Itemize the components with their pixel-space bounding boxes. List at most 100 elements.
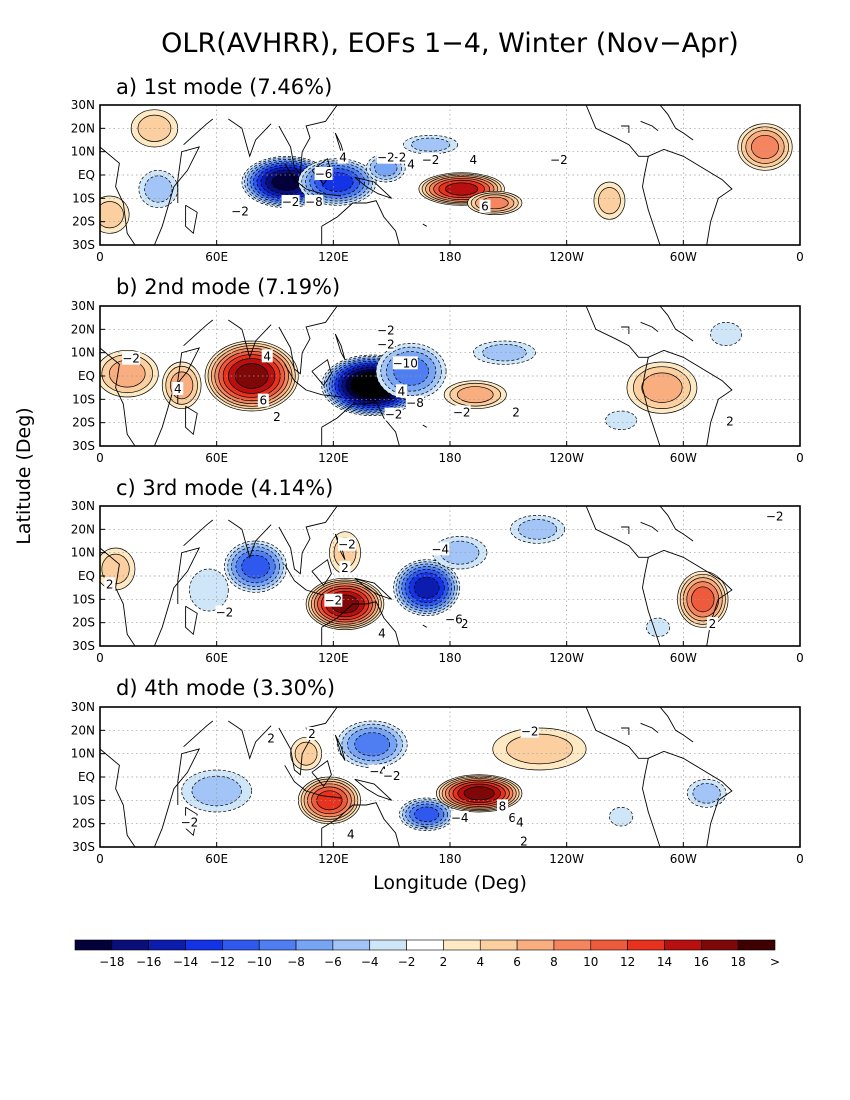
panel-d-title: d) 4th mode (3.30%) [116,676,335,700]
panel-a-contour-label: −2 [231,204,249,218]
panel-c-ytick-label: 30N [71,499,95,513]
panel-a-xtick-label: 0 [96,250,104,264]
panel-c-xtick-label: 0 [96,651,104,665]
panel-c-xtick-label: 120E [318,651,349,665]
panel-c-contour-label: −2 [324,594,342,608]
panel-a-xtick-label: 0 [796,250,804,264]
panel-a-contour-label-bg [231,204,249,218]
panel-b-xtick-label: 0 [796,451,804,465]
panel-b-xtick-label: 60W [670,451,697,465]
panel-d-grid [100,707,800,847]
panel-a-contour-label: −8 [305,195,323,209]
panel-b-coastline [321,401,400,446]
panel-c-contour-1-5 [241,554,270,579]
panel-a-contour-label-bg [376,150,395,164]
colorbar-label: −16 [136,955,161,969]
panel-a-contour-label-bg [304,195,323,208]
colorbar-swatch [111,939,149,951]
panel-a-coastline [228,118,272,158]
panel-d-contour-label-bg [497,799,508,813]
panel-a-coastline [648,148,733,245]
panel-d-contour-1-2 [191,775,242,807]
colorbar-label: 8 [550,955,558,969]
panel-b-contour-label: −10 [393,356,418,370]
colorbar-swatch [664,939,702,951]
colorbar-swatch [627,939,665,951]
panel-b-contour-label: 4 [398,384,406,398]
panel-d-ytick-label: 20S [72,817,95,831]
panel-c-ytick-label: 20S [72,616,95,630]
panel-b-xtick-label: 120E [318,451,349,465]
panel-d-contour-label: 8 [499,799,507,813]
panel-a-coastline [354,176,393,199]
colorbar-swatch [590,939,628,951]
panel-d-contour-label-bg [518,834,530,848]
panel-c-coastline [153,547,201,646]
panel-b-xtick-label: 180 [439,451,462,465]
panel-d-contour-label-bg [520,724,539,738]
panel-a-ytick-label: EQ [78,168,95,182]
panel-a-contour-label: −2 [550,153,568,167]
panel-b-contour-label: −2 [385,408,403,422]
panel-c-contour-label: −2 [338,538,356,552]
panel-d-coastline [334,734,346,761]
panel-d-coastline [284,765,307,792]
panel-a-coastline [305,188,342,197]
colorbar-label: 14 [657,955,672,969]
panel-d-ytick-label: 30S [72,840,95,854]
panel-d-coastline [354,778,393,801]
panel-d-coastline [640,722,659,734]
panel-b-contour-label: −8 [406,396,424,410]
panel-b-coastline [284,364,307,391]
panel-d-contour-label-bg [306,727,318,740]
panel-b-contour-label-bg [510,405,522,419]
panel-a-contour-label-bg [479,199,491,213]
panel-b-title: b) 2nd mode (7.19%) [116,275,340,299]
panel-a-contour-label-bg [281,195,300,208]
colorbar-swatch [701,939,739,951]
panel-b-contour-label: 2 [273,410,281,424]
panel-a-contour-label: −6 [315,167,333,181]
panel-c-coastline [353,487,372,501]
panel-a-coastline [183,118,214,146]
panel-d-ticks: 0 60E 120E 180 120W 60W 0 30N 20N 10N EQ 10S 20S 30S [71,700,804,866]
panel-a-coastline [353,86,372,100]
panel-b-xtick-label: 0 [96,451,104,465]
panel-c-coastline [311,558,332,587]
panel-a-contour-label: −2 [377,151,395,165]
panel-b-contour-label-bg [122,351,141,365]
panel-a-contour-label-bg [337,150,349,164]
panel-a: a) 1st mode (7.46%) 4 −2−6−2−2 −8−2 46−2−24… [71,75,804,264]
panel-b-coast [100,306,733,446]
panel-c-grid [100,506,800,646]
colorbar-swatch [185,939,223,951]
panel-a-coastline [321,200,400,245]
colorbar-label: −10 [247,955,272,969]
panel-a-coastline [659,105,694,141]
colorbar-label: −6 [324,955,342,969]
panel-d-contour-label: 6 [508,811,516,825]
panel-d-labels: 2 2−2−4−24−486 4−22 [180,724,539,848]
panel-c-xtick-label: 0 [796,651,804,665]
figure-title: OLR(AVHRR), EOFs 1−4, Winter (Nov−Apr) [161,28,739,59]
panel-d-coastline [278,707,338,776]
panel-c-contour-label: −2 [766,510,784,524]
panel-b-contour-9-1 [605,410,638,431]
panel-b-coastline [422,424,427,428]
panel-d-contour-label-bg [514,815,526,829]
y-axis-label: Latitude (Deg) [13,407,35,544]
panel-d-coast [100,707,733,847]
panel-b-contour-label-bg [724,414,736,428]
panel-d-contour-label-bg [265,731,277,745]
panel-b-ytick-label: 20S [72,416,95,430]
panel-c-coast [100,487,733,646]
panel-d-coastline [321,802,400,847]
colorbar-swatch [406,939,444,951]
panel-c-contour-label-bg [339,561,351,574]
panel-a-contour-9-2 [598,187,621,215]
panel-d-contour-label: 4 [347,827,355,841]
panel-b-coastline [648,349,733,446]
panel-d-contour-label: 2 [520,834,528,848]
panel-d-contour-label: 2 [267,732,275,746]
